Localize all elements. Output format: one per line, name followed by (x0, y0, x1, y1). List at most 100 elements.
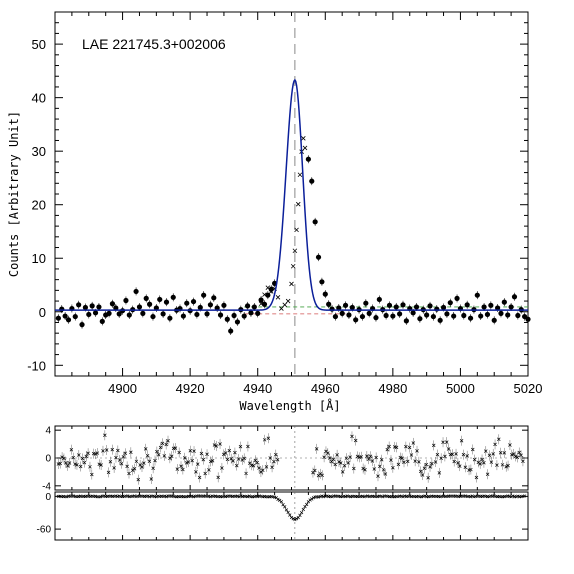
residual-point (335, 453, 339, 457)
residual-point (365, 454, 369, 458)
data-point (82, 304, 89, 311)
data-point (312, 219, 318, 225)
cross-point (285, 298, 291, 304)
residual-point (78, 464, 83, 469)
bottom-ticks (54, 492, 529, 540)
data-point (478, 313, 484, 319)
residual-point (143, 447, 148, 451)
bottom-panel: -60 0 (37, 491, 529, 541)
residual-point (333, 462, 338, 467)
residual-point (484, 449, 488, 453)
residual-point (112, 466, 116, 470)
residual-point (443, 454, 447, 459)
data-point (255, 310, 261, 316)
residual-point (346, 461, 351, 465)
cross-point (289, 281, 294, 287)
residual-point (327, 456, 332, 460)
residual-point (314, 447, 319, 451)
x-tick-labels: 4900 4920 4940 4960 4980 5000 5020 (108, 381, 542, 396)
residual-point (210, 458, 215, 463)
residual-point (67, 461, 72, 465)
residual-point (140, 465, 144, 469)
residual-point (400, 456, 404, 461)
residual-point (195, 462, 200, 466)
bottom-point (289, 515, 294, 520)
residual-point (145, 454, 150, 458)
residual-point (104, 448, 109, 452)
residual-point (236, 457, 241, 461)
x-tick-label: 4960 (311, 381, 340, 396)
residual-point (75, 463, 79, 467)
data-point (501, 299, 507, 305)
bottom-point (311, 496, 316, 500)
residual-point (521, 459, 525, 463)
residual-point (218, 442, 222, 446)
data-point (224, 316, 230, 322)
residual-point (82, 460, 87, 465)
data-point (143, 295, 149, 301)
residual-point (136, 477, 141, 482)
residual-point (510, 452, 514, 457)
data-point (336, 305, 342, 311)
residual-point (225, 457, 230, 462)
residual-point (452, 459, 456, 464)
residual-point (244, 471, 248, 476)
bottom-point (308, 498, 312, 502)
bottom-point (522, 494, 527, 498)
main-plot-frame (54, 11, 529, 377)
data-point (231, 312, 237, 319)
residual-point (169, 454, 174, 458)
residual-point (101, 449, 105, 453)
residual-point (394, 445, 399, 450)
residual-point (500, 463, 505, 467)
data-point (319, 279, 325, 285)
residual-point (71, 455, 75, 460)
residual-point (353, 438, 358, 443)
data-point (207, 302, 214, 308)
residual-point (264, 465, 269, 469)
data-point (491, 317, 497, 323)
residual-point (444, 440, 449, 444)
residual-y-tick-label: -4 (42, 481, 51, 492)
residual-panel: -4 0 4 (42, 425, 529, 492)
data-point (133, 288, 139, 295)
residual-point (376, 474, 380, 478)
main-ticks (54, 12, 529, 376)
data-point (346, 312, 352, 318)
data-point (99, 318, 105, 324)
residual-point (439, 456, 443, 461)
residual-ticks (54, 426, 529, 490)
data-point (241, 313, 247, 319)
data-point (136, 304, 143, 310)
data-point (315, 254, 322, 260)
residual-point (320, 473, 324, 478)
residual-point (389, 458, 393, 462)
data-point (342, 302, 349, 308)
data-point (508, 304, 514, 310)
data-point (126, 312, 132, 318)
residual-point (158, 445, 163, 450)
bottom-point (283, 505, 287, 509)
fit-curve (55, 78, 528, 311)
data-point (204, 311, 210, 317)
residual-point (480, 457, 484, 462)
cross-point (290, 263, 296, 269)
residual-point (396, 462, 401, 467)
residual-points (56, 430, 525, 485)
residual-point (350, 434, 354, 439)
cross-point (295, 201, 301, 207)
bottom-point (301, 507, 305, 512)
y-tick-label: 0 (39, 305, 46, 320)
data-point (244, 303, 251, 309)
bottom-point (293, 517, 297, 522)
residual-point (255, 460, 259, 465)
x-tick-label: 4900 (108, 381, 137, 396)
residual-point (398, 455, 403, 460)
bottom-point (298, 513, 302, 517)
residual-point (446, 447, 451, 451)
residual-point (199, 451, 204, 456)
bottom-point (470, 494, 474, 498)
residual-point (214, 444, 219, 448)
residual-point (348, 455, 352, 459)
residual-point (212, 443, 217, 447)
